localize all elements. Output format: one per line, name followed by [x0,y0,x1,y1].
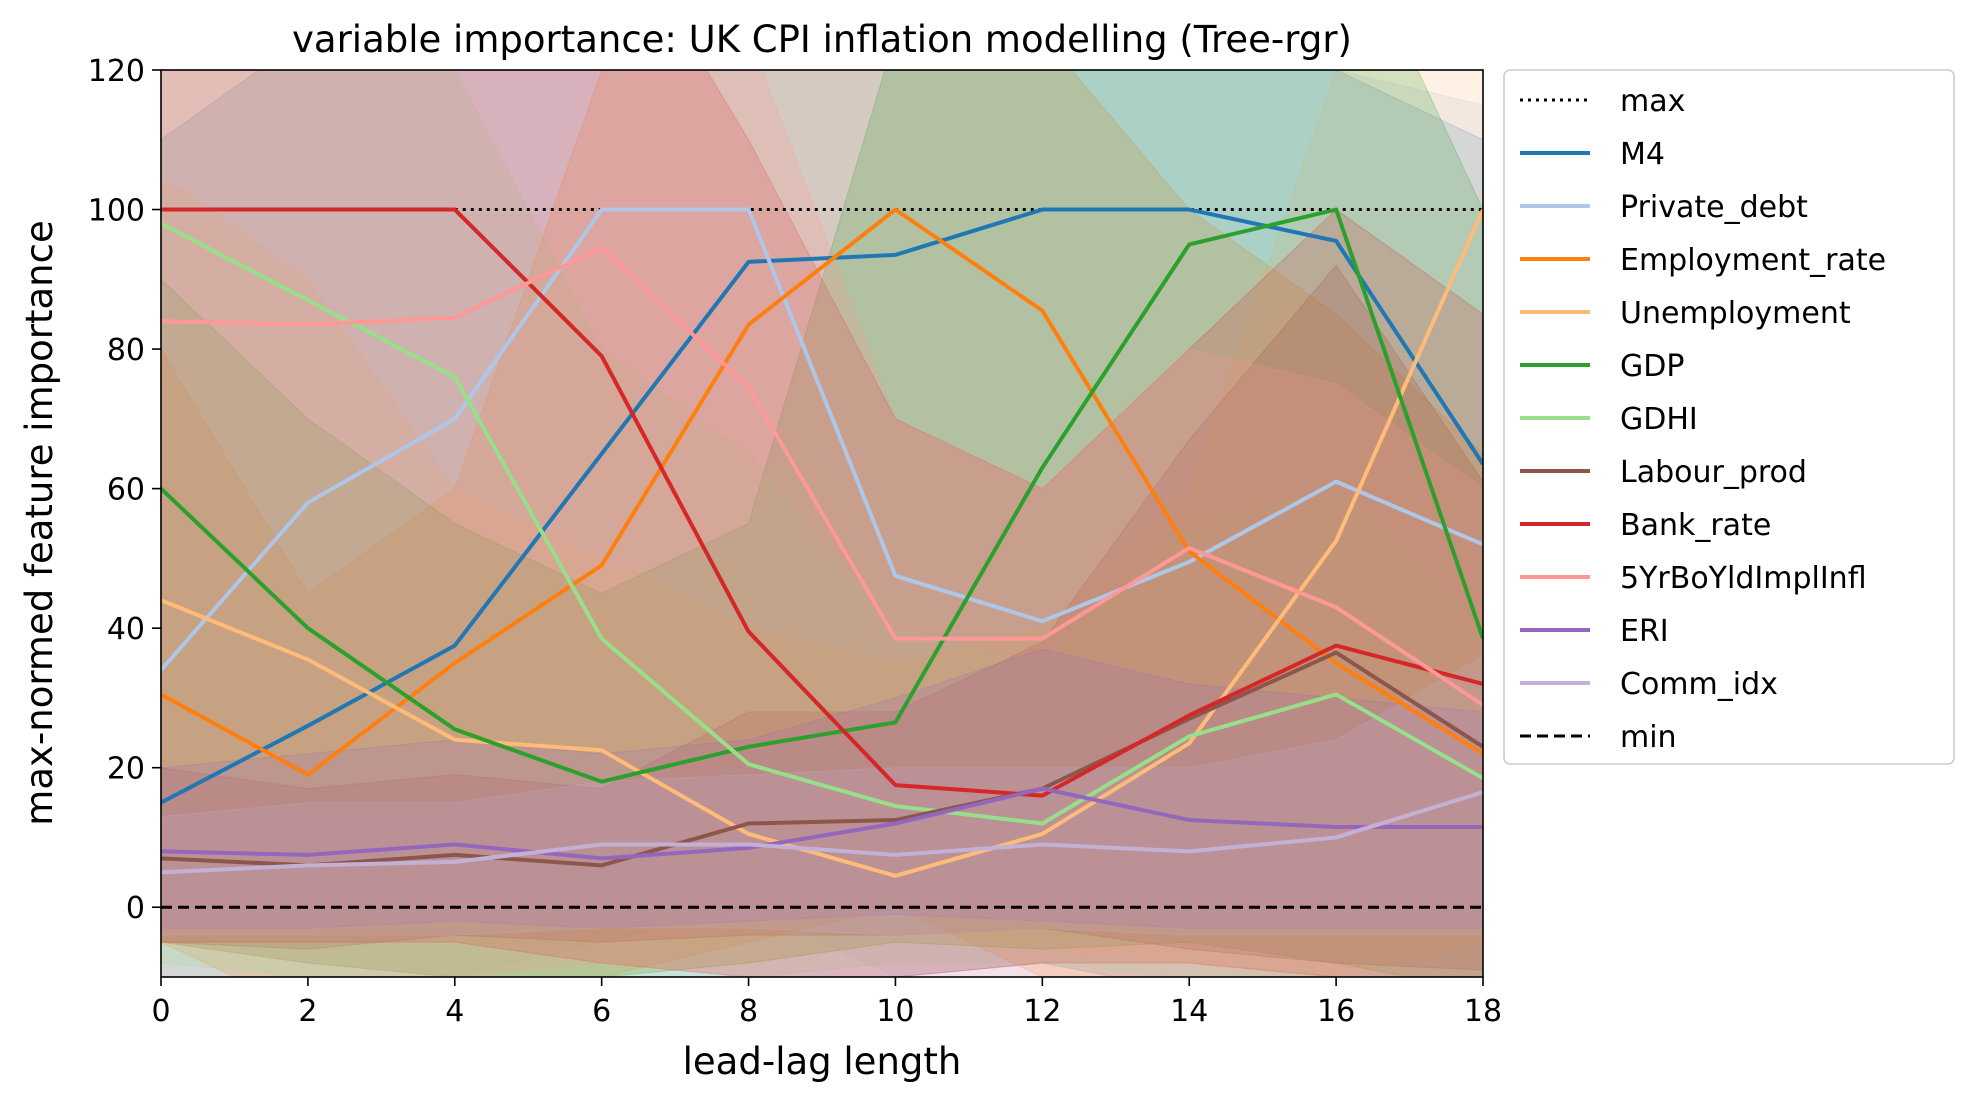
series-line-unemployment [161,208,1483,878]
legend-label: Bank_rate [1620,508,1771,543]
y-tick-label: 80 [107,333,145,368]
band-labour-prod [161,264,1483,971]
series-line-employment-rate [161,207,1483,777]
legend-item-5yrboyldimplinfl: 5YrBoYldImplInfl [1520,561,1867,596]
x-tick-label: 16 [1317,994,1355,1029]
band-gdhi [161,70,1483,977]
legend-label: min [1620,720,1677,755]
legend-label: ERI [1620,614,1669,649]
series-line-comm-idx [161,790,1483,875]
series-line-gdp [161,207,1483,784]
legend-label: Private_debt [1620,190,1808,225]
x-tick-label: 14 [1170,994,1208,1029]
series-line-eri [161,786,1483,861]
x-tick-label: 18 [1464,994,1502,1029]
y-tick-label: 120 [88,54,145,89]
y-tick-label: 100 [88,194,145,229]
series-line-bank-rate [161,207,1483,798]
legend-label: GDHI [1620,402,1698,437]
legend-label: Employment_rate [1620,243,1886,278]
x-tick-label: 8 [739,994,758,1029]
legend-label: M4 [1620,137,1665,172]
chart-title: variable importance: UK CPI inflation mo… [292,18,1352,61]
legend-item-eri: ERI [1520,614,1669,649]
y-tick-label: 40 [107,612,145,647]
x-axis: 0 2 4 6 8 10 12 14 16 18 [151,977,1502,1029]
legend-item-max: max [1520,84,1685,119]
x-tick-label: 2 [298,994,317,1029]
plot-area [160,69,1484,978]
legend-item-private-debt: Private_debt [1520,190,1808,225]
series-line-5yrboyldimplinfl [161,245,1483,707]
legend-label: Labour_prod [1620,455,1807,490]
legend-item-bank-rate: Bank_rate [1520,508,1771,543]
legend-item-gdp: GDP [1520,349,1684,384]
y-axis: 0 20 40 60 80 100 120 [88,54,161,926]
band-5yrboyldimplinfl [161,70,1483,977]
x-tick-label: 0 [151,994,170,1029]
band-unemployment [161,70,1483,977]
legend-item-employment-rate: Employment_rate [1520,243,1886,278]
y-tick-label: 20 [107,752,145,787]
x-axis-label: lead-lag length [683,1040,962,1083]
legend-item-comm-idx: Comm_idx [1520,667,1778,702]
legend-item-m4: M4 [1520,137,1665,172]
legend-label: Unemployment [1620,296,1851,331]
series-line-gdhi [161,221,1483,826]
plot-frame [160,69,1484,978]
legend-label: max [1620,84,1685,119]
legend-label: GDP [1620,349,1684,384]
band-bank-rate [161,70,1483,977]
legend-item-gdhi: GDHI [1520,402,1698,437]
x-tick-label: 4 [445,994,464,1029]
y-tick-label: 60 [107,473,145,508]
x-tick-label: 6 [592,994,611,1029]
legend-item-labour-prod: Labour_prod [1520,455,1807,490]
x-tick-label: 12 [1023,994,1061,1029]
legend: max M4 Private_debt Employment_rate Unemploy… [1503,69,1955,765]
x-tick-label: 10 [876,994,914,1029]
legend-item-min: min [1520,720,1677,755]
legend-item-unemployment: Unemployment [1520,296,1851,331]
series-line-labour-prod [161,650,1483,868]
legend-label: 5YrBoYldImplInfl [1620,561,1867,596]
y-tick-label: 0 [126,891,145,926]
legend-label: Comm_idx [1620,667,1778,702]
y-axis-label: max-normed feature importance [18,220,61,825]
series-line-private-debt [161,207,1483,672]
legend-frame [1503,69,1955,765]
